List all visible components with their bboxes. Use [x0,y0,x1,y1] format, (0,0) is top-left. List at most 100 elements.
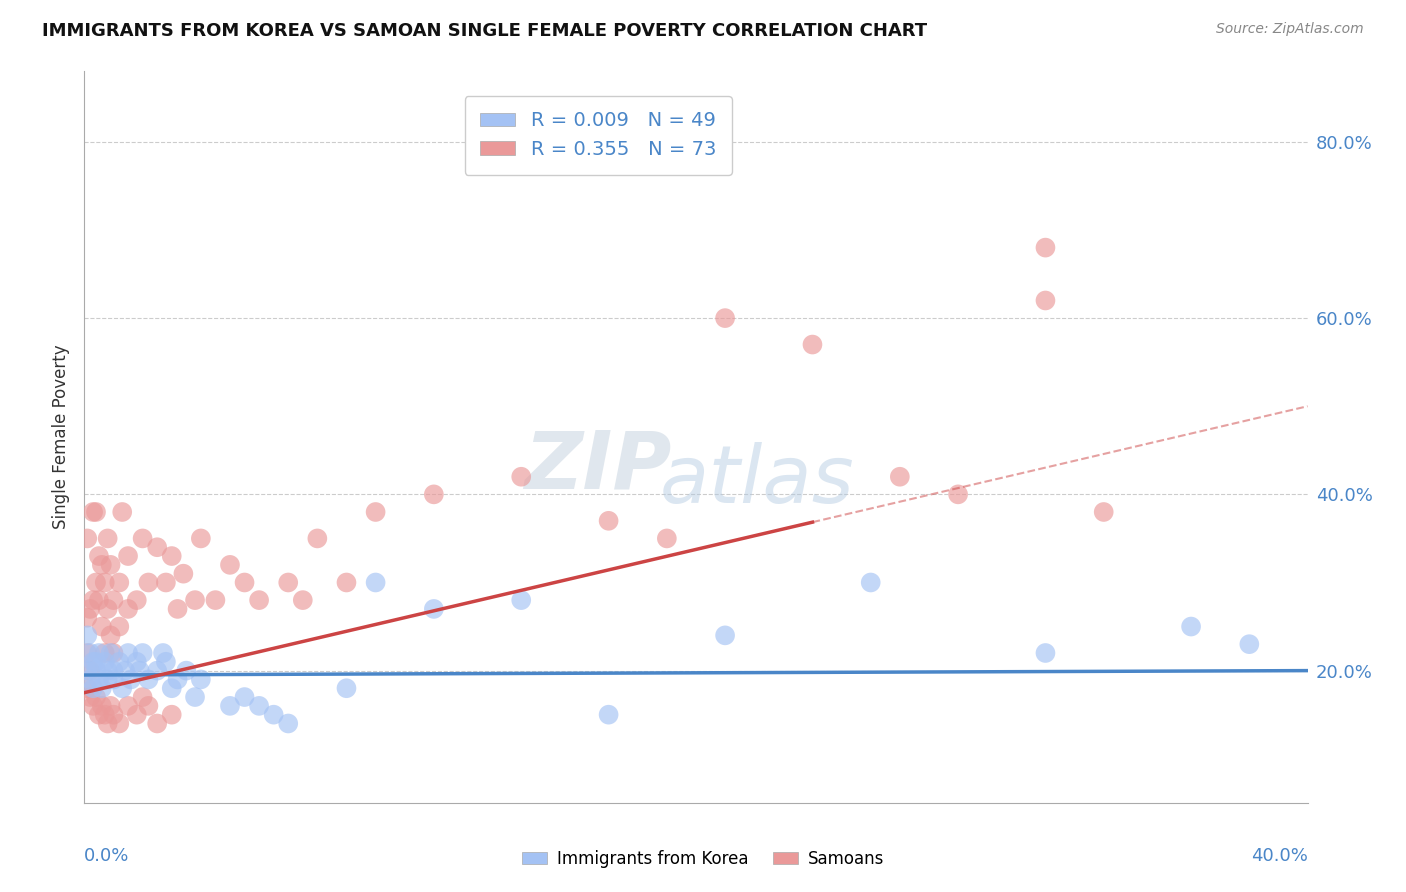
Point [79,673,101,687]
Point [87,593,110,607]
Point [76,681,98,696]
Point [172,566,194,581]
Point [103,664,125,678]
Point [93,655,115,669]
Point [82,593,104,607]
Point [138,698,160,713]
Point [423,487,446,501]
Point [307,532,329,546]
Point [108,575,131,590]
Point [90,558,112,572]
Point [79,690,101,704]
Point [103,593,125,607]
Point [277,575,299,590]
Point [103,646,125,660]
Point [1092,505,1115,519]
Point [655,532,678,546]
Point [219,558,242,572]
Point [76,532,98,546]
Point [714,628,737,642]
Point [117,646,139,660]
Point [219,698,242,713]
Point [97,532,120,546]
Point [93,646,115,660]
Point [263,707,285,722]
Point [146,664,169,678]
Point [84,690,107,704]
Point [146,716,169,731]
Point [247,698,270,713]
Point [510,593,533,607]
Point [598,514,620,528]
Point [125,593,148,607]
Text: 0.0%: 0.0% [84,847,129,864]
Point [111,681,134,696]
Point [131,646,153,660]
Point [277,716,299,731]
Point [108,655,131,669]
Point [801,337,824,351]
Point [97,673,120,687]
Point [76,611,98,625]
Point [79,664,101,678]
Point [155,575,177,590]
Point [82,698,104,713]
Point [93,575,115,590]
Point [76,664,98,678]
Point [79,646,101,660]
Text: ZIP: ZIP [524,427,672,506]
Point [946,487,969,501]
Point [111,505,134,519]
Point [117,698,139,713]
Point [166,673,188,687]
Point [79,602,101,616]
Point [103,673,125,687]
Point [131,690,153,704]
Point [100,628,122,642]
Point [100,646,122,660]
Point [859,575,882,590]
Point [84,505,107,519]
Point [76,646,98,660]
Legend: R = 0.009   N = 49, R = 0.355   N = 73: R = 0.009 N = 49, R = 0.355 N = 73 [464,95,731,175]
Point [138,673,160,687]
Point [364,575,387,590]
Point [84,655,107,669]
Point [1239,637,1261,651]
Point [1180,619,1202,633]
Point [90,681,112,696]
Point [125,707,148,722]
Point [87,673,110,687]
Point [204,593,226,607]
Point [138,575,160,590]
Point [233,690,256,704]
Point [128,664,150,678]
Point [714,311,737,326]
Point [160,549,183,563]
Point [233,575,256,590]
Point [160,681,183,696]
Point [166,602,188,616]
Point [1035,293,1057,308]
Point [335,575,357,590]
Point [131,532,153,546]
Point [87,707,110,722]
Point [82,655,104,669]
Point [84,664,107,678]
Point [97,716,120,731]
Point [117,549,139,563]
Point [114,664,136,678]
Point [76,628,98,642]
Point [82,505,104,519]
Point [82,681,104,696]
Text: IMMIGRANTS FROM KOREA VS SAMOAN SINGLE FEMALE POVERTY CORRELATION CHART: IMMIGRANTS FROM KOREA VS SAMOAN SINGLE F… [42,22,928,40]
Text: 40.0%: 40.0% [1251,847,1308,864]
Point [108,619,131,633]
Point [335,681,357,696]
Point [146,540,169,554]
Point [103,707,125,722]
Point [190,532,212,546]
Point [125,655,148,669]
Point [97,664,120,678]
Legend: Immigrants from Korea, Samoans: Immigrants from Korea, Samoans [515,844,891,875]
